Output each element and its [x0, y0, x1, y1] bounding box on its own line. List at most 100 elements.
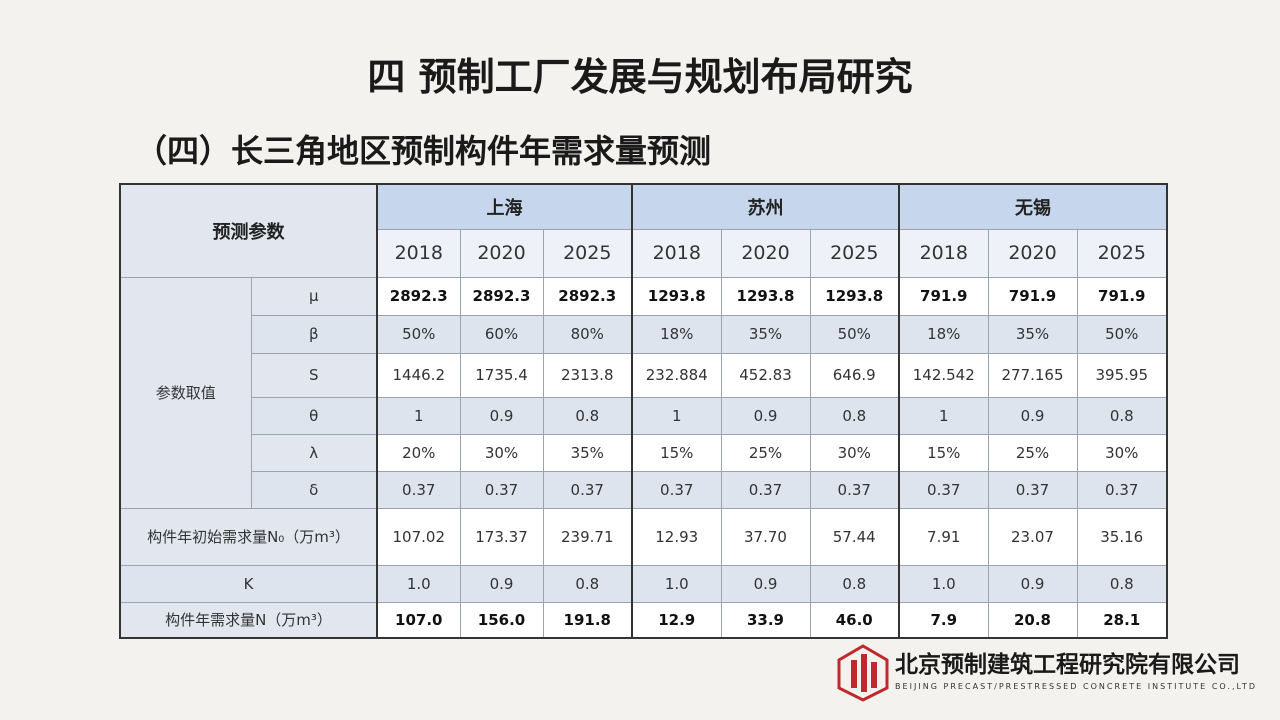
table-cell: 33.9 — [720, 601, 811, 639]
year-header: 2025 — [1076, 228, 1168, 278]
table-cell: 0.37 — [459, 470, 544, 509]
table-cell: 452.83 — [720, 352, 811, 398]
result-row: 构件年需求量N（万m³） 107.0 156.0 191.8 12.9 33.9 46.0 7… — [119, 601, 1168, 639]
table-cell: 191.8 — [542, 601, 633, 639]
row-label: 构件年需求量N（万m³） — [119, 601, 378, 639]
row-label: 构件年初始需求量N₀（万m³） — [119, 507, 378, 566]
table-cell: 46.0 — [809, 601, 900, 639]
param-row: S 1446.2 1735.4 2313.8 232.884 452.83 646.9 142… — [120, 352, 1168, 398]
table-cell: 2313.8 — [542, 352, 633, 398]
table-cell: 18% — [631, 314, 722, 354]
table-cell: 12.9 — [631, 601, 722, 639]
table-cell: 50% — [376, 314, 461, 354]
table-cell: 0.37 — [720, 470, 811, 509]
table-cell: 107.0 — [376, 601, 461, 639]
logo-hexagon — [837, 644, 889, 702]
table-cell: 0.8 — [1076, 564, 1168, 603]
table-cell: 0.9 — [459, 564, 544, 603]
table-cell: 18% — [898, 314, 989, 354]
table-cell: 1293.8 — [809, 276, 900, 316]
table-cell: 1 — [898, 396, 989, 435]
company-name-en: BEIJING PRECAST/PRESTRESSED CONCRETE INS… — [895, 682, 1255, 691]
table-cell: 142.542 — [898, 352, 989, 398]
city-header: 上海 — [376, 183, 633, 230]
table-cell: 791.9 — [898, 276, 989, 316]
table-cell: 25% — [987, 433, 1078, 472]
table-cell: 0.8 — [542, 564, 633, 603]
table-cell: 1 — [376, 396, 461, 435]
table-cell: 0.37 — [631, 470, 722, 509]
table-cell: 1446.2 — [376, 352, 461, 398]
table-cell: 1735.4 — [459, 352, 544, 398]
year-header: 2020 — [987, 228, 1078, 278]
param-row: λ 20% 30% 35% 15% 25% 30% 15% 25% 30% — [120, 433, 1168, 472]
row-label: λ — [250, 433, 378, 472]
table-cell: 12.93 — [631, 507, 722, 566]
table-cell: 28.1 — [1076, 601, 1168, 639]
result-row: K 1.0 0.9 0.8 1.0 0.9 0.8 1.0 0.9 0.8 — [119, 564, 1168, 603]
row-label: μ — [250, 276, 378, 316]
result-row: 构件年初始需求量N₀（万m³） 107.02 173.37 239.71 12.93 37… — [119, 507, 1168, 566]
table-cell: 156.0 — [459, 601, 544, 639]
table-cell: 35% — [987, 314, 1078, 354]
table-cell: 0.9 — [720, 564, 811, 603]
table-cell: 173.37 — [459, 507, 544, 566]
group-label: 参数取值 — [119, 276, 252, 509]
company-name: 北京预制建筑工程研究院有限公司 — [895, 651, 1240, 678]
table-cell: 2892.3 — [459, 276, 544, 316]
table-cell: 1.0 — [631, 564, 722, 603]
table-cell: 7.9 — [898, 601, 989, 639]
year-row: 2018 2020 2025 2018 2020 2025 2018 2020 2025 — [120, 228, 1168, 278]
table-cell: 15% — [631, 433, 722, 472]
logo-bar — [851, 660, 857, 688]
slide-subtitle: （四）长三角地区预制构件年需求量预测 — [135, 132, 712, 170]
table-cell: 80% — [542, 314, 633, 354]
logo-bar — [871, 662, 877, 688]
table-cell: 23.07 — [987, 507, 1078, 566]
table-cell: 1.0 — [376, 564, 461, 603]
table-cell: 1293.8 — [720, 276, 811, 316]
table-cell: 35.16 — [1076, 507, 1168, 566]
param-row: β 50% 60% 80% 18% 35% 50% 18% 35% 50% — [120, 314, 1168, 354]
table-cell: 57.44 — [809, 507, 900, 566]
row-label: δ — [250, 470, 378, 509]
table-cell: 20.8 — [987, 601, 1078, 639]
table-cell: 791.9 — [987, 276, 1078, 316]
header-cell: 预测参数 — [119, 183, 378, 278]
table-cell: 7.91 — [898, 507, 989, 566]
table-cell: 30% — [1076, 433, 1168, 472]
table-cell: 30% — [809, 433, 900, 472]
year-header: 2025 — [542, 228, 633, 278]
table-cell: 20% — [376, 433, 461, 472]
table-cell: 239.71 — [542, 507, 633, 566]
year-header: 2018 — [631, 228, 722, 278]
city-header: 苏州 — [631, 183, 900, 230]
table-cell: 0.8 — [1076, 396, 1168, 435]
table-cell: 1.0 — [898, 564, 989, 603]
table-cell: 0.37 — [376, 470, 461, 509]
table-cell: 37.70 — [720, 507, 811, 566]
table-cell: 0.8 — [809, 396, 900, 435]
table-cell: 646.9 — [809, 352, 900, 398]
table-cell: 0.37 — [898, 470, 989, 509]
slide-title: 四 预制工厂发展与规划布局研究 — [367, 55, 913, 99]
table-cell: 1 — [631, 396, 722, 435]
row-label: S — [250, 352, 378, 398]
table-cell: 30% — [459, 433, 544, 472]
table-cell: 15% — [898, 433, 989, 472]
table-cell: 0.37 — [1076, 470, 1168, 509]
table-cell: 0.9 — [459, 396, 544, 435]
year-header: 2025 — [809, 228, 900, 278]
table-cell: 1293.8 — [631, 276, 722, 316]
param-row: δ 0.37 0.37 0.37 0.37 0.37 0.37 0.37 0.37 0.37 — [120, 470, 1168, 509]
table-cell: 2892.3 — [542, 276, 633, 316]
table-cell: 0.9 — [720, 396, 811, 435]
table-cell: 0.8 — [542, 396, 633, 435]
row-label: θ — [250, 396, 378, 435]
row-label: K — [119, 564, 378, 603]
table-cell: 0.9 — [987, 396, 1078, 435]
param-row: θ 1 0.9 0.8 1 0.9 0.8 1 0.9 0.8 — [120, 396, 1168, 435]
company-logo: 北京预制建筑工程研究院有限公司 BEIJING PRECAST/PRESTRES… — [837, 644, 1255, 702]
logo-bar — [861, 654, 867, 692]
table-cell: 50% — [809, 314, 900, 354]
